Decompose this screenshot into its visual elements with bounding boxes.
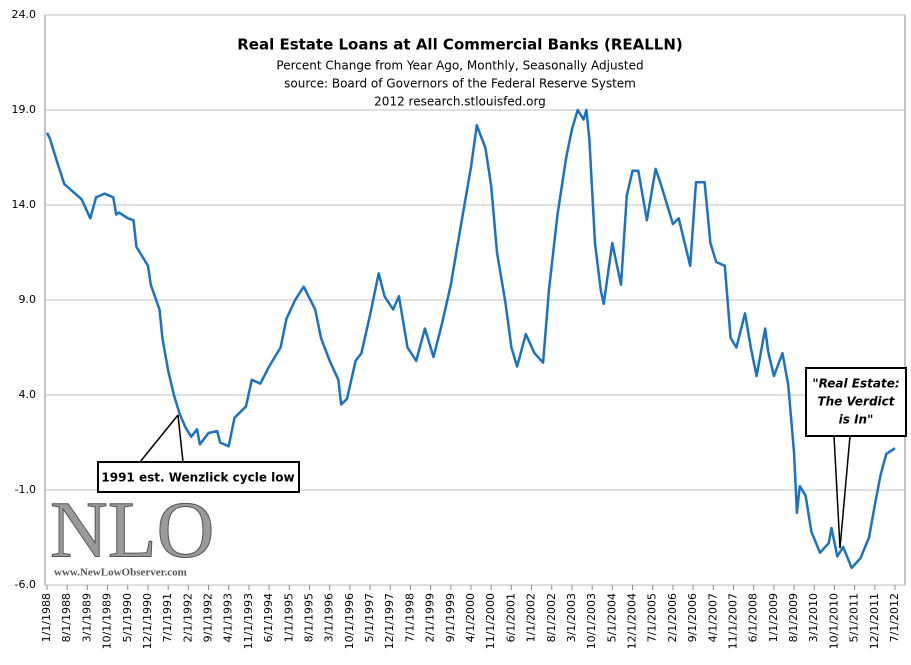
x-tick-label: 7/1/1998	[403, 593, 416, 642]
x-tick-label: 4/1/1993	[222, 593, 235, 642]
callout-line	[839, 435, 851, 549]
annotation-box	[805, 367, 907, 437]
annotation: is In"	[839, 413, 874, 427]
chart-subtitle: Percent Change from Year Ago, Monthly, S…	[276, 59, 643, 73]
x-tick-label: 11/1/2007	[726, 593, 739, 649]
x-tick-label: 11/1/2000	[484, 593, 497, 649]
x-tick-label: 10/1/1989	[101, 593, 114, 649]
x-tick-label: 5/1/1990	[121, 593, 134, 642]
x-tick-label: 8/1/2002	[545, 593, 558, 642]
x-tick-label: 1/1/1995	[282, 593, 295, 642]
x-tick-label: 7/1/2005	[646, 593, 659, 642]
annotation: The Verdict	[817, 395, 895, 409]
y-tick-label: 14.0	[12, 198, 37, 211]
y-tick-label: 9.0	[19, 293, 37, 306]
x-tick-label: 5/1/2004	[605, 593, 618, 642]
y-tick-label: 4.0	[19, 388, 37, 401]
x-tick-label: 1/1/2002	[525, 593, 538, 642]
x-tick-label: 2/1/1999	[424, 593, 437, 642]
callout-line	[833, 435, 841, 549]
y-tick-label: 19.0	[12, 103, 37, 116]
x-tick-label: 3/1/2003	[565, 593, 578, 642]
annotation: "Real Estate:	[812, 377, 899, 391]
annotation: 1991 est. Wenzlick cycle low	[101, 471, 294, 485]
x-tick-label: 5/1/1997	[363, 593, 376, 642]
x-tick-label: 12/1/2011	[868, 593, 881, 649]
logo: NLO	[50, 486, 214, 574]
x-tick-label: 4/1/2000	[464, 593, 477, 642]
x-tick-label: 9/1/2006	[686, 593, 699, 642]
callout-line	[177, 414, 184, 463]
logo-url: www.NewLowObserver.com	[54, 567, 187, 579]
x-tick-label: 11/1/1993	[242, 593, 255, 649]
chart-subtitle: 2012 research.stlouisfed.org	[374, 95, 546, 109]
x-tick-label: 7/1/1991	[161, 593, 174, 642]
x-tick-label: 8/1/2009	[787, 593, 800, 642]
callout-line	[139, 414, 179, 463]
x-tick-label: 3/1/2010	[807, 593, 820, 642]
x-tick-label: 7/1/2012	[888, 593, 901, 642]
x-tick-label: 9/1/1992	[202, 593, 215, 642]
x-tick-label: 10/1/2003	[585, 593, 598, 649]
data-line	[45, 108, 896, 570]
x-tick-label: 3/1/1989	[80, 593, 93, 642]
x-tick-label: 10/1/1996	[343, 593, 356, 649]
x-tick-label: 3/1/1996	[323, 593, 336, 642]
x-tick-label: 4/1/2007	[706, 593, 719, 642]
x-tick-label: 9/1/1999	[444, 593, 457, 642]
chart-title: Real Estate Loans at All Commercial Bank…	[237, 36, 683, 54]
annotation-box	[97, 461, 300, 493]
x-tick-label: 6/1/1994	[262, 593, 275, 642]
chart-subtitle: source: Board of Governors of the Federa…	[284, 77, 636, 91]
x-tick-label: 8/1/1988	[60, 593, 73, 642]
x-tick-label: 1/1/2009	[767, 593, 780, 642]
x-tick-label: 12/1/1997	[383, 593, 396, 649]
x-tick-label: 2/1/1992	[181, 593, 194, 642]
x-tick-label: 12/1/1990	[141, 593, 154, 649]
y-tick-label: 24.0	[12, 8, 37, 21]
x-tick-label: 6/1/2001	[504, 593, 517, 642]
y-tick-label: -6.0	[15, 578, 36, 591]
x-tick-label: 2/1/2006	[666, 593, 679, 642]
x-tick-label: 12/1/2004	[626, 593, 639, 649]
x-tick-label: 6/1/2008	[747, 593, 760, 642]
x-tick-label: 1/1/1988	[40, 593, 53, 642]
x-tick-label: 10/1/2010	[827, 593, 840, 649]
x-tick-label: 8/1/1995	[302, 593, 315, 642]
y-tick-label: -1.0	[15, 483, 36, 496]
x-tick-label: 5/1/2011	[848, 593, 861, 642]
